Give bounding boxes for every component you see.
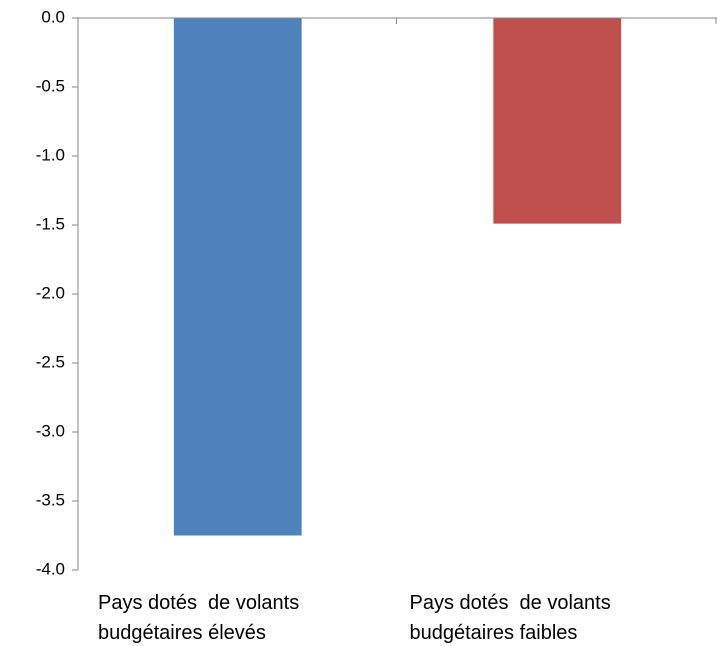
y-tick-label: -3.5 (36, 490, 65, 509)
y-tick-label: 0.0 (41, 7, 65, 26)
y-tick-label: -2.0 (36, 283, 65, 302)
y-tick-label: -1.0 (36, 145, 65, 164)
y-tick-label: -4.0 (36, 559, 65, 578)
bar (493, 18, 622, 224)
y-tick-label: -1.5 (36, 214, 65, 233)
x-tick-label: Pays dotés de volants budgétaires faible… (409, 592, 617, 644)
y-tick-label: -0.5 (36, 76, 65, 95)
x-tick-label: Pays dotés de volants budgétaires élevés (98, 592, 305, 644)
y-tick-label: -2.5 (36, 352, 65, 371)
bar (173, 18, 302, 536)
y-tick-label: -3.0 (36, 421, 65, 440)
